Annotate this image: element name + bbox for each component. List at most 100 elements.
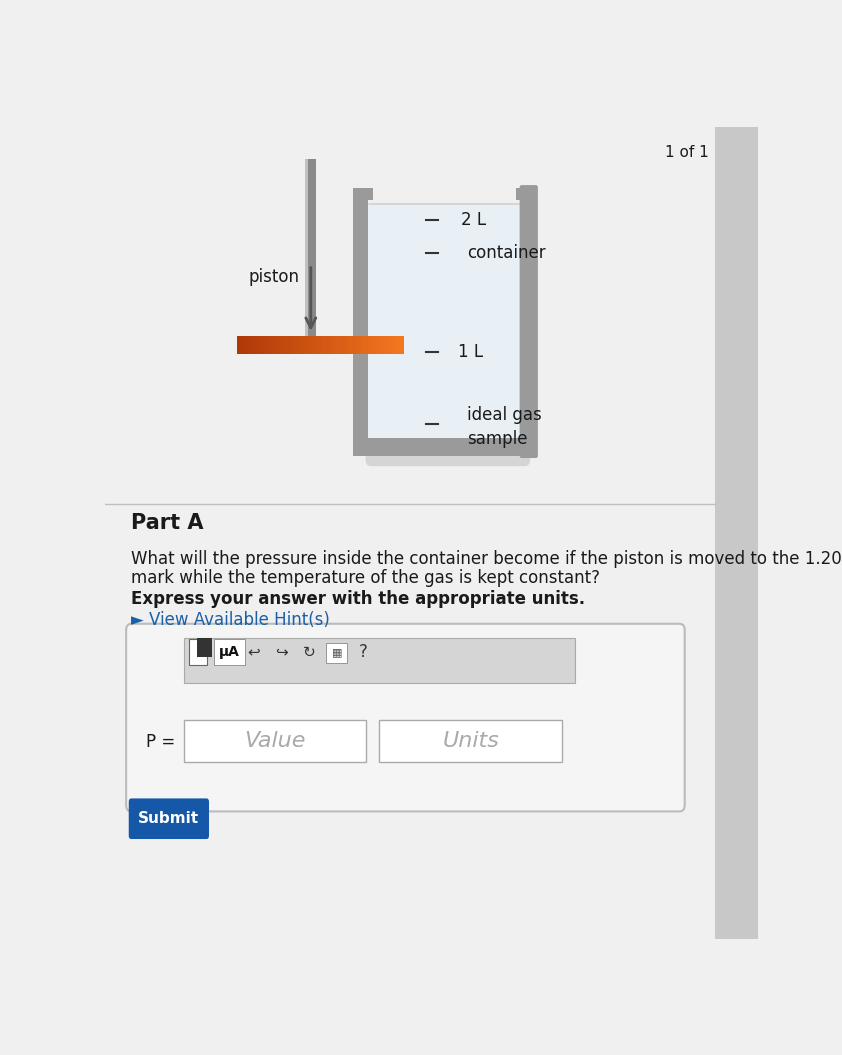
Bar bbox=[242, 337, 246, 354]
Bar bbox=[293, 337, 296, 354]
Bar bbox=[257, 337, 259, 354]
Bar bbox=[268, 337, 271, 354]
Bar bbox=[349, 337, 352, 354]
Bar bbox=[346, 337, 349, 354]
Bar bbox=[380, 720, 562, 762]
FancyBboxPatch shape bbox=[197, 637, 211, 657]
Bar bbox=[354, 188, 368, 456]
Text: Part A: Part A bbox=[131, 513, 204, 533]
Bar bbox=[287, 337, 290, 354]
Bar bbox=[354, 438, 536, 456]
Text: ► View Available Hint(s): ► View Available Hint(s) bbox=[131, 611, 330, 629]
Bar bbox=[274, 337, 276, 354]
Bar bbox=[716, 127, 758, 939]
Bar bbox=[304, 337, 307, 354]
Bar bbox=[381, 337, 385, 354]
Bar bbox=[365, 337, 368, 354]
Text: 1 of 1: 1 of 1 bbox=[665, 146, 709, 160]
Bar bbox=[245, 337, 248, 354]
Bar bbox=[306, 159, 317, 342]
Bar bbox=[281, 337, 285, 354]
Text: piston: piston bbox=[249, 268, 300, 286]
FancyBboxPatch shape bbox=[189, 639, 207, 666]
Bar bbox=[321, 337, 323, 354]
Bar bbox=[334, 337, 338, 354]
Text: Submit: Submit bbox=[138, 811, 200, 826]
Bar bbox=[329, 337, 332, 354]
Text: ?: ? bbox=[359, 644, 367, 661]
FancyBboxPatch shape bbox=[126, 624, 685, 811]
Bar bbox=[368, 337, 371, 354]
Bar bbox=[262, 337, 265, 354]
Bar bbox=[306, 337, 310, 354]
Bar bbox=[265, 337, 268, 354]
Bar bbox=[516, 188, 536, 200]
Bar bbox=[315, 337, 318, 354]
Bar bbox=[362, 337, 365, 354]
Bar bbox=[390, 337, 393, 354]
Bar bbox=[340, 337, 344, 354]
Bar bbox=[259, 337, 263, 354]
Bar bbox=[301, 337, 304, 354]
Bar bbox=[237, 337, 240, 354]
Text: ↪: ↪ bbox=[275, 645, 288, 659]
Text: ideal gas: ideal gas bbox=[467, 406, 542, 424]
Bar bbox=[376, 337, 380, 354]
FancyBboxPatch shape bbox=[327, 644, 348, 663]
Text: ▦: ▦ bbox=[332, 647, 342, 657]
Text: 1 L: 1 L bbox=[458, 344, 482, 362]
Text: ↻: ↻ bbox=[302, 645, 315, 659]
FancyBboxPatch shape bbox=[214, 639, 245, 666]
Bar bbox=[402, 337, 404, 354]
Bar bbox=[290, 337, 293, 354]
Text: mark while the temperature of the gas is kept constant?: mark while the temperature of the gas is… bbox=[131, 570, 600, 588]
Bar bbox=[370, 337, 374, 354]
Text: Units: Units bbox=[442, 731, 499, 751]
Bar bbox=[379, 337, 382, 354]
Text: μA: μA bbox=[219, 646, 240, 659]
Bar bbox=[332, 337, 335, 354]
Bar bbox=[360, 337, 363, 354]
Bar bbox=[351, 337, 354, 354]
Text: What will the pressure inside the container become if the piston is moved to the: What will the pressure inside the contai… bbox=[131, 550, 842, 568]
Bar bbox=[393, 337, 396, 354]
Bar bbox=[368, 206, 521, 438]
Bar bbox=[298, 337, 301, 354]
Text: Express your answer with the appropriate units.: Express your answer with the appropriate… bbox=[131, 591, 585, 609]
Bar bbox=[312, 337, 316, 354]
Bar bbox=[253, 337, 257, 354]
Bar bbox=[296, 337, 299, 354]
Bar bbox=[285, 337, 287, 354]
Bar bbox=[398, 337, 402, 354]
Bar bbox=[276, 337, 280, 354]
Text: 2 L: 2 L bbox=[461, 211, 486, 229]
Bar bbox=[270, 337, 274, 354]
FancyBboxPatch shape bbox=[129, 799, 209, 839]
Bar bbox=[326, 337, 329, 354]
Text: Value: Value bbox=[244, 731, 306, 751]
Text: P =: P = bbox=[147, 733, 175, 751]
Text: sample: sample bbox=[467, 430, 528, 448]
Bar bbox=[279, 337, 282, 354]
FancyBboxPatch shape bbox=[520, 185, 538, 458]
Bar bbox=[184, 720, 366, 762]
Bar bbox=[240, 337, 243, 354]
Bar bbox=[317, 337, 321, 354]
Bar bbox=[184, 638, 575, 683]
Bar bbox=[338, 337, 340, 354]
Bar bbox=[323, 337, 327, 354]
Bar bbox=[310, 337, 312, 354]
Bar bbox=[387, 337, 391, 354]
Bar bbox=[306, 159, 308, 342]
Bar bbox=[374, 337, 376, 354]
Bar bbox=[354, 188, 373, 200]
Text: container: container bbox=[467, 244, 546, 262]
Text: ↩: ↩ bbox=[248, 645, 260, 659]
Bar bbox=[251, 337, 254, 354]
Bar bbox=[354, 337, 357, 354]
Bar bbox=[357, 337, 360, 354]
Bar bbox=[248, 337, 251, 354]
Bar bbox=[385, 337, 387, 354]
FancyBboxPatch shape bbox=[365, 203, 530, 466]
Bar bbox=[396, 337, 399, 354]
